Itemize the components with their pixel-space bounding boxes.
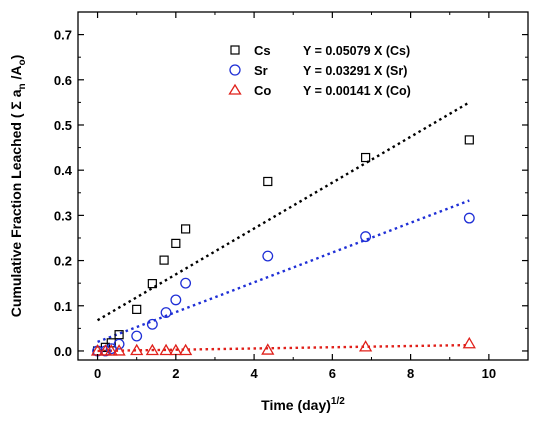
x-axis-title: Time (day)1/2 bbox=[261, 396, 345, 413]
data-point-sr bbox=[262, 250, 274, 262]
legend: Cs Sr Co bbox=[222, 40, 290, 98]
y-axis-title-part-2: /A bbox=[8, 65, 24, 83]
legend-item-cs: Cs bbox=[230, 43, 271, 58]
y-tick-label: 0.4 bbox=[54, 163, 73, 178]
data-point-cs bbox=[181, 224, 191, 234]
data-point-co bbox=[261, 343, 275, 355]
data-point-co bbox=[112, 344, 126, 356]
x-tick-label: 4 bbox=[250, 366, 258, 381]
data-point-co bbox=[178, 343, 193, 356]
data-point-sr bbox=[180, 277, 192, 289]
y-tick-label: 0.1 bbox=[54, 299, 72, 314]
data-point-cs bbox=[263, 176, 273, 187]
data-point-co bbox=[130, 343, 144, 356]
x-axis-title-sup: 1/2 bbox=[331, 396, 345, 407]
y-axis-title-sub-o: o bbox=[17, 59, 28, 65]
y-tick-label: 0.0 bbox=[54, 344, 72, 359]
y-tick-label: 0.5 bbox=[54, 118, 72, 133]
plot-frame bbox=[77, 11, 529, 361]
x-tick-label: 0 bbox=[94, 366, 101, 381]
data-point-cs bbox=[114, 330, 124, 340]
legend-circle-marker bbox=[229, 64, 241, 76]
y-axis-title-part-3: ) bbox=[8, 55, 24, 60]
fit-line-sr bbox=[97, 199, 470, 344]
y-tick-label: 0.2 bbox=[54, 254, 72, 269]
data-point-sr bbox=[170, 294, 182, 306]
y-tick-label: 0.6 bbox=[54, 73, 72, 88]
data-point-cs bbox=[361, 152, 371, 163]
y-axis-title: Cumulative Fraction Leached ( Σ an /Ao) bbox=[8, 55, 28, 318]
data-markers bbox=[90, 135, 476, 357]
data-point-cs bbox=[132, 304, 142, 314]
data-point-sr bbox=[146, 318, 158, 330]
data-point-sr bbox=[113, 338, 125, 350]
x-tick-label: 2 bbox=[172, 366, 179, 381]
data-point-co bbox=[104, 344, 118, 356]
data-point-co bbox=[159, 343, 173, 356]
y-axis-title-sub-n: n bbox=[17, 83, 28, 89]
data-point-cs bbox=[159, 255, 169, 265]
data-point-co bbox=[462, 336, 476, 349]
y-axis-title-part-1: Cumulative Fraction Leached ( Σ a bbox=[8, 89, 24, 317]
x-tick-label: 10 bbox=[482, 366, 496, 381]
data-point-cs bbox=[106, 338, 116, 348]
data-point-sr bbox=[360, 231, 372, 243]
legend-square-marker bbox=[230, 45, 240, 55]
legend-triangle-marker bbox=[228, 83, 242, 95]
data-point-co bbox=[358, 340, 373, 352]
data-point-sr bbox=[463, 212, 475, 224]
data-point-sr bbox=[131, 330, 143, 342]
legend-item-sr: Sr bbox=[229, 63, 268, 78]
data-point-sr bbox=[160, 307, 172, 318]
data-point-cs bbox=[171, 238, 181, 248]
legend-label-sr: Sr bbox=[254, 63, 268, 78]
data-point-cs bbox=[464, 135, 474, 145]
equation-co: Y = 0.00141 X (Co) bbox=[303, 84, 411, 98]
legend-label-cs: Cs bbox=[254, 43, 271, 58]
fit-equations: Y = 0.05079 X (Cs) Y = 0.03291 X (Sr) Y … bbox=[303, 44, 411, 98]
legend-label-co: Co bbox=[254, 83, 271, 98]
x-tick-label: 6 bbox=[329, 366, 336, 381]
y-tick-label: 0.3 bbox=[54, 208, 72, 223]
data-point-co bbox=[145, 343, 159, 356]
legend-item-co: Co bbox=[228, 83, 271, 98]
axis-ticks bbox=[78, 12, 528, 360]
x-axis-title-main: Time (day) bbox=[261, 397, 331, 413]
equation-cs: Y = 0.05079 X (Cs) bbox=[303, 44, 410, 58]
equation-sr: Y = 0.03291 X (Sr) bbox=[303, 64, 407, 78]
tick-labels: 0 2 4 6 8 10 0.0 0.1 0.2 0.3 0.4 0.5 0.6 0.7 bbox=[54, 28, 496, 381]
fit-line-co bbox=[97, 343, 470, 353]
fit-lines bbox=[96, 101, 470, 353]
x-tick-label: 8 bbox=[407, 366, 414, 381]
data-point-cs bbox=[147, 279, 157, 289]
y-tick-label: 0.7 bbox=[54, 28, 72, 43]
